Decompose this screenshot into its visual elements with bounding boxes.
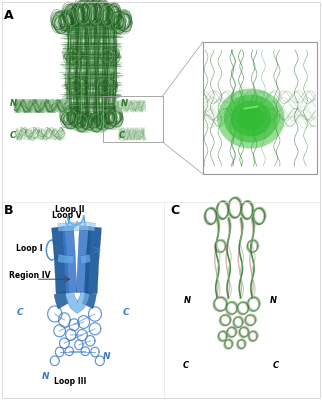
Text: C: C <box>122 308 129 317</box>
Text: C: C <box>10 132 16 140</box>
Text: Loop I: Loop I <box>16 244 43 253</box>
Polygon shape <box>62 226 77 293</box>
Text: N: N <box>103 352 111 361</box>
Polygon shape <box>80 254 91 264</box>
Text: Loop II: Loop II <box>55 206 85 214</box>
Polygon shape <box>52 226 69 294</box>
Polygon shape <box>76 226 91 293</box>
Text: C: C <box>272 362 279 370</box>
Polygon shape <box>65 291 90 314</box>
Text: C: C <box>183 362 189 370</box>
Text: Region IV: Region IV <box>9 272 51 280</box>
FancyBboxPatch shape <box>203 42 317 174</box>
Text: Loop III: Loop III <box>54 378 86 386</box>
Text: B: B <box>4 204 14 217</box>
Polygon shape <box>237 106 264 130</box>
Polygon shape <box>224 94 278 142</box>
Polygon shape <box>58 254 74 264</box>
Polygon shape <box>231 100 271 136</box>
Text: A: A <box>4 9 14 22</box>
Polygon shape <box>58 222 95 231</box>
Text: N: N <box>10 100 17 108</box>
Text: C: C <box>171 204 180 217</box>
Text: C: C <box>17 308 23 317</box>
Text: N: N <box>184 296 191 305</box>
Polygon shape <box>54 291 69 309</box>
Text: C: C <box>118 132 125 140</box>
Text: N: N <box>41 372 49 381</box>
Polygon shape <box>84 227 101 294</box>
Polygon shape <box>82 291 97 309</box>
Text: Loop V: Loop V <box>52 211 81 220</box>
Text: N: N <box>121 100 128 108</box>
Polygon shape <box>217 88 285 148</box>
Text: N: N <box>270 296 277 305</box>
